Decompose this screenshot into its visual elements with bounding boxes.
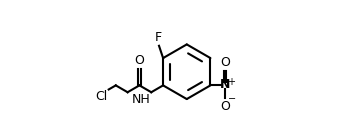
Text: +: + — [227, 77, 236, 87]
Text: O: O — [220, 100, 230, 113]
Text: N: N — [220, 78, 230, 91]
Text: O: O — [220, 56, 230, 69]
Text: −: − — [228, 94, 236, 104]
Text: O: O — [135, 54, 144, 67]
Text: Cl: Cl — [96, 90, 108, 103]
Text: F: F — [155, 31, 162, 44]
Text: NH: NH — [132, 93, 151, 106]
